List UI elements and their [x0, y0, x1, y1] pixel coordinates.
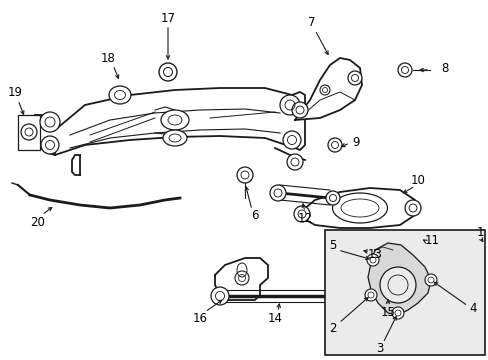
Circle shape [366, 254, 378, 266]
Circle shape [237, 167, 252, 183]
Text: 14: 14 [267, 311, 282, 324]
Circle shape [391, 307, 403, 319]
Text: 16: 16 [192, 311, 207, 324]
Circle shape [286, 154, 303, 170]
Ellipse shape [40, 112, 60, 132]
Text: 3: 3 [376, 342, 383, 355]
Circle shape [235, 271, 248, 285]
Text: 18: 18 [101, 51, 115, 64]
Ellipse shape [161, 110, 189, 130]
Text: 11: 11 [424, 234, 439, 247]
Ellipse shape [163, 130, 186, 146]
Text: 19: 19 [7, 86, 22, 99]
Circle shape [293, 206, 309, 222]
Circle shape [350, 241, 364, 255]
Text: 8: 8 [440, 62, 448, 75]
Ellipse shape [41, 136, 59, 154]
Text: 13: 13 [367, 248, 382, 261]
Circle shape [347, 71, 361, 85]
Circle shape [397, 63, 411, 77]
Circle shape [405, 231, 419, 245]
Circle shape [291, 102, 307, 118]
Circle shape [159, 63, 177, 81]
Circle shape [210, 287, 228, 305]
Circle shape [404, 200, 420, 216]
Text: 5: 5 [328, 239, 336, 252]
Circle shape [21, 124, 37, 140]
Text: 6: 6 [251, 208, 258, 221]
Text: 4: 4 [468, 302, 476, 315]
Text: 12: 12 [297, 212, 312, 225]
Circle shape [364, 289, 376, 301]
Ellipse shape [332, 193, 386, 223]
Text: 1: 1 [475, 225, 483, 239]
Bar [18, 115, 40, 150]
Circle shape [424, 274, 436, 286]
Bar [325, 230, 484, 355]
Circle shape [379, 267, 415, 303]
Text: 7: 7 [307, 15, 315, 28]
Polygon shape [294, 58, 361, 120]
Circle shape [319, 85, 329, 95]
Text: 2: 2 [328, 321, 336, 334]
Text: 15: 15 [380, 306, 395, 319]
Polygon shape [215, 258, 267, 300]
Text: 20: 20 [30, 216, 45, 229]
Circle shape [376, 280, 392, 296]
Ellipse shape [280, 95, 299, 115]
Polygon shape [367, 243, 430, 315]
Circle shape [337, 287, 355, 305]
Polygon shape [296, 188, 414, 228]
Text: 10: 10 [410, 174, 425, 186]
Circle shape [327, 138, 341, 152]
Ellipse shape [283, 131, 301, 149]
Circle shape [325, 191, 339, 205]
Ellipse shape [109, 86, 131, 104]
Circle shape [269, 185, 285, 201]
Text: 9: 9 [351, 135, 359, 149]
Text: 17: 17 [160, 12, 175, 24]
